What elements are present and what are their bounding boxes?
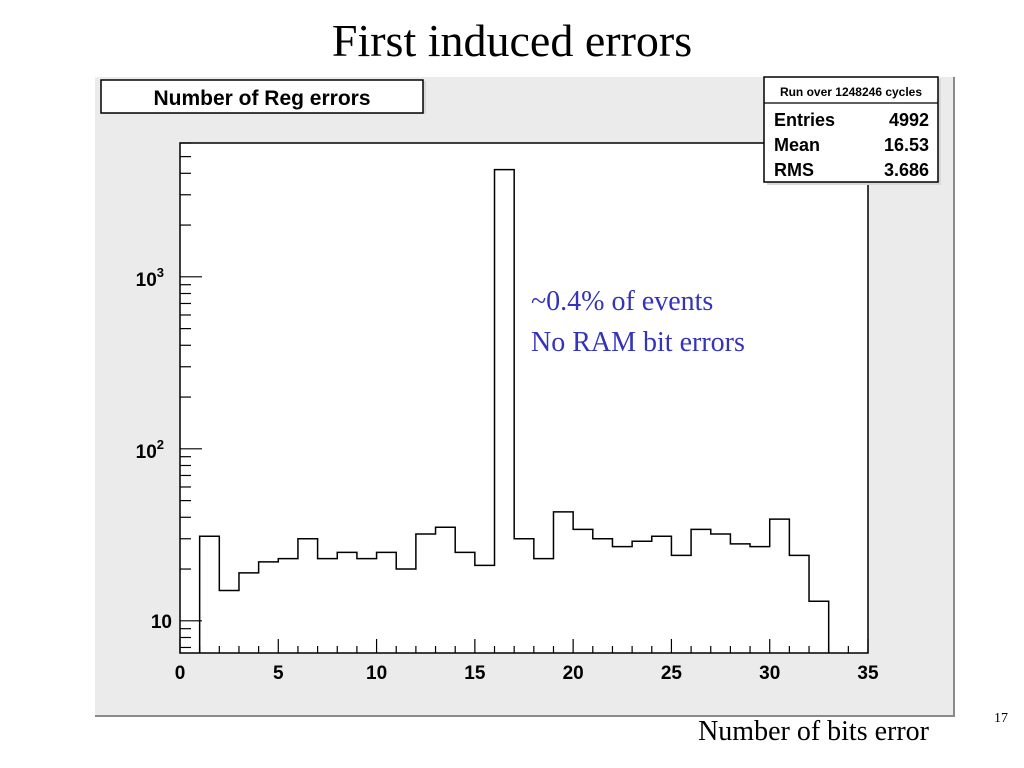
stats-rms-value: 3.686 xyxy=(884,160,929,180)
annotation-line-2: No RAM bit errors xyxy=(531,327,745,358)
stats-mean-value: 16.53 xyxy=(884,135,929,155)
stats-box: Run over 1248246 cycles Entries 4992 Mea… xyxy=(763,76,941,185)
histogram-bin xyxy=(219,591,239,653)
histogram-bin xyxy=(495,170,515,653)
histogram-bin xyxy=(357,559,377,653)
histogram-bin xyxy=(318,559,338,653)
histogram-bin xyxy=(239,573,259,653)
axes: 0 5 10 15 20 25 30 35 10 102 103 xyxy=(136,142,879,684)
histogram-bin xyxy=(278,559,298,653)
stats-rms-label: RMS xyxy=(774,160,814,180)
plot-frame xyxy=(179,142,869,654)
histogram-bin xyxy=(652,536,672,653)
stats-entries-value: 4992 xyxy=(889,110,929,130)
histogram-bin xyxy=(455,552,475,653)
stats-entries-label: Entries xyxy=(774,110,835,130)
slide-title: First induced errors xyxy=(331,15,693,66)
x-tick-label: 30 xyxy=(759,663,780,684)
histogram-bin xyxy=(711,534,731,653)
annotation: ~0.4% of events No RAM bit errors xyxy=(531,286,745,358)
histogram-bin xyxy=(553,512,573,653)
histogram-bin xyxy=(809,601,829,653)
histogram-bin xyxy=(200,536,220,653)
histogram-bin xyxy=(396,569,416,653)
x-tick-label: 20 xyxy=(563,663,584,684)
x-tick-label: 15 xyxy=(464,663,486,684)
x-tick-label: 10 xyxy=(366,663,387,684)
page-number: 17 xyxy=(994,711,1008,726)
histogram-bin xyxy=(750,547,770,653)
histogram-bin xyxy=(298,539,318,653)
y-tick-label: 10 xyxy=(151,612,172,633)
histogram-outline xyxy=(198,168,830,653)
y-tick-label: 103 xyxy=(136,265,164,291)
histogram-bin xyxy=(514,539,534,653)
x-tick-label: 5 xyxy=(273,663,284,684)
stats-mean-label: Mean xyxy=(774,135,820,155)
histogram-bin xyxy=(671,555,691,653)
histogram-bin xyxy=(789,555,809,653)
histogram-bin xyxy=(573,529,593,653)
histogram-bin xyxy=(337,552,357,653)
annotation-line-1: ~0.4% of events xyxy=(531,286,713,317)
histogram-bin xyxy=(691,529,711,653)
histogram-bin xyxy=(593,539,613,653)
histogram-bin xyxy=(612,547,632,653)
histogram-bin xyxy=(259,562,279,653)
histogram-bin xyxy=(475,565,495,653)
histogram-bin xyxy=(770,519,790,653)
histogram-bin xyxy=(730,544,750,653)
histogram-title: Number of Reg errors xyxy=(153,87,370,110)
histogram-bin xyxy=(534,559,554,653)
x-tick-label: 0 xyxy=(175,663,186,684)
histogram-bin xyxy=(632,541,652,653)
x-axis-caption: Number of bits error xyxy=(698,716,929,747)
x-tick-label: 25 xyxy=(661,663,683,684)
histogram-bin xyxy=(416,534,436,653)
y-tick-label: 102 xyxy=(136,437,164,463)
histogram-bin xyxy=(436,527,456,653)
histogram-title-box: Number of Reg errors xyxy=(100,79,426,114)
histogram-bin xyxy=(377,552,397,653)
stats-header: Run over 1248246 cycles xyxy=(780,85,922,99)
x-tick-label: 35 xyxy=(857,663,879,684)
